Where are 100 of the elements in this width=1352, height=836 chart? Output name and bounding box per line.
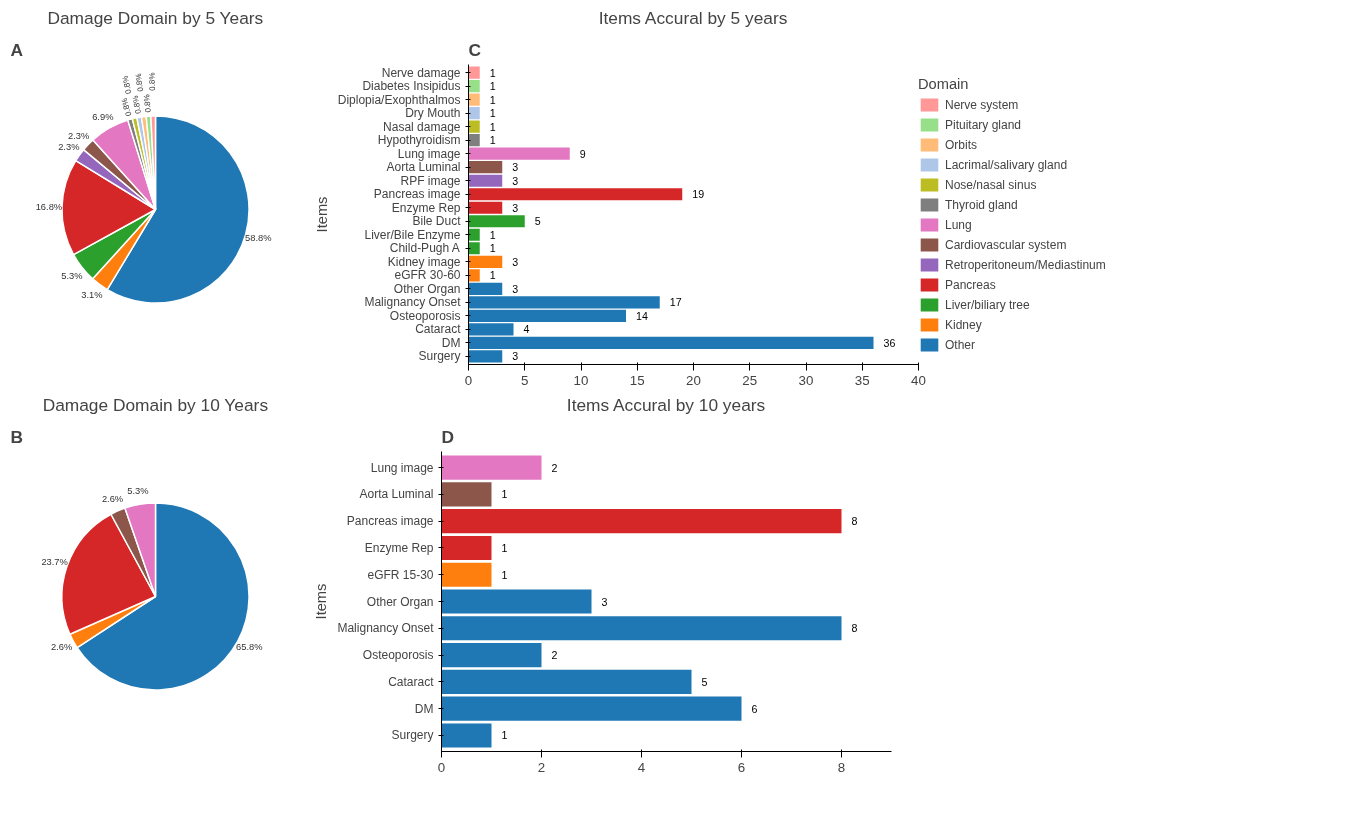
y-tick-label: Cataract xyxy=(415,322,462,337)
bar xyxy=(441,482,492,507)
data-label: 0.8% xyxy=(142,93,153,113)
data-label: 4 xyxy=(523,323,530,336)
y-tick-label: Aorta Luminal xyxy=(359,487,434,502)
data-label: 3 xyxy=(512,174,519,187)
data-label: 19 xyxy=(692,188,705,201)
x-tick-label: 4 xyxy=(637,759,646,775)
y-tick-label: DM xyxy=(414,701,434,716)
data-label: 1 xyxy=(501,729,508,742)
data-label: 0.8% xyxy=(133,72,146,93)
text: D xyxy=(441,426,455,447)
data-label: 8 xyxy=(851,515,858,528)
data-label: 8 xyxy=(851,622,858,635)
data-label: 3.1% xyxy=(81,290,103,301)
data-label: 2 xyxy=(551,461,558,474)
legend-label: Orbits xyxy=(945,136,978,153)
data-label: 36 xyxy=(883,336,896,349)
bar xyxy=(468,66,480,79)
data-label: 3 xyxy=(512,282,519,295)
bar xyxy=(468,93,480,106)
data-label: 65.8% xyxy=(236,642,263,653)
data-label: 58.8% xyxy=(245,233,272,244)
y-tick-label: Cataract xyxy=(388,674,435,689)
chart-title: Damage Domain by 10 Years xyxy=(42,394,269,415)
data-label: 1 xyxy=(489,120,496,133)
data-label: 2.6% xyxy=(101,493,124,504)
x-tick-label: 10 xyxy=(573,372,589,388)
chart-title: Items Accural by 5 years xyxy=(598,7,788,28)
y-tick-label: Diabetes Insipidus xyxy=(362,79,461,94)
y-tick-label: eGFR 15-30 xyxy=(367,567,434,582)
data-label: 1 xyxy=(489,107,496,120)
data-label: 17 xyxy=(669,296,682,309)
data-label: 3 xyxy=(512,201,519,214)
x-tick-label: 40 xyxy=(911,372,926,388)
x-tick-label: 35 xyxy=(854,372,870,388)
chart-title: Damage Domain by 5 Years xyxy=(47,7,264,28)
bar xyxy=(468,201,503,214)
data-label: 2.6% xyxy=(51,642,73,653)
y-tick-label: Malignancy Onset xyxy=(364,295,462,310)
bar xyxy=(468,80,480,93)
data-label: 5.3% xyxy=(127,486,149,497)
bar xyxy=(441,723,492,748)
data-label: 1 xyxy=(489,269,496,282)
data-label: 14 xyxy=(636,309,648,322)
data-label: 1 xyxy=(489,93,496,106)
legend-title: Domain xyxy=(918,75,970,92)
y-tick-label: Surgery xyxy=(418,349,461,364)
data-label: 1 xyxy=(489,134,496,147)
legend-label: Other xyxy=(945,336,976,353)
x-tick-label: 0 xyxy=(464,372,473,388)
data-label: 1 xyxy=(489,66,496,79)
data-label: 3 xyxy=(512,350,519,363)
data-label: 1 xyxy=(489,228,496,241)
data-label: 3 xyxy=(512,161,519,174)
bar xyxy=(468,107,480,120)
data-label: 1 xyxy=(501,541,508,554)
data-label: 0.8% xyxy=(120,74,134,95)
y-axis-title: Items xyxy=(313,583,330,620)
legend-label: Lacrimal/salivary gland xyxy=(945,156,1068,173)
data-label: 3 xyxy=(601,595,608,608)
data-label: 0.8% xyxy=(147,72,158,91)
x-tick-label: 8 xyxy=(837,759,846,775)
text: B xyxy=(10,426,24,447)
bar xyxy=(468,134,480,147)
data-label: 2.3% xyxy=(68,130,90,141)
y-tick-label: eGFR 30-60 xyxy=(394,268,461,283)
data-label: 5 xyxy=(701,675,708,688)
text: A xyxy=(10,39,24,60)
bar xyxy=(468,174,503,187)
bar xyxy=(468,120,480,133)
bar xyxy=(468,147,570,160)
data-label: 1 xyxy=(489,242,496,255)
data-label: 23.7% xyxy=(41,556,68,567)
y-tick-label: Pancreas image xyxy=(373,187,461,202)
y-tick-label: Enzyme Rep xyxy=(391,200,461,215)
y-tick-label: Aorta Luminal xyxy=(386,160,461,175)
y-tick-label: Nerve damage xyxy=(381,65,461,80)
bar xyxy=(441,535,492,560)
bar xyxy=(441,509,842,534)
data-label: 1 xyxy=(501,568,508,581)
y-tick-label: Liver/Bile Enzyme xyxy=(364,227,461,242)
data-label: 6.9% xyxy=(92,111,114,122)
legend-label: Cardiovascular system xyxy=(945,236,1067,253)
data-label: 16.8% xyxy=(35,201,63,212)
y-tick-label: Dry Mouth xyxy=(405,106,461,121)
data-label: 2.3% xyxy=(58,142,80,153)
x-tick-label: 6 xyxy=(737,759,746,775)
text: C xyxy=(468,39,482,60)
data-label: 9 xyxy=(579,147,586,160)
y-tick-label: Bile Duct xyxy=(412,214,462,229)
x-tick-label: 0 xyxy=(437,759,446,775)
bar xyxy=(441,669,692,694)
bar xyxy=(468,188,683,201)
bar xyxy=(441,455,542,480)
y-tick-label: Child-Pugh A xyxy=(389,241,460,256)
x-tick-label: 5 xyxy=(521,372,529,388)
chart-title: Items Accural by 10 years xyxy=(566,394,766,415)
y-tick-label: Other Organ xyxy=(393,281,461,296)
data-label: 1 xyxy=(501,488,508,501)
